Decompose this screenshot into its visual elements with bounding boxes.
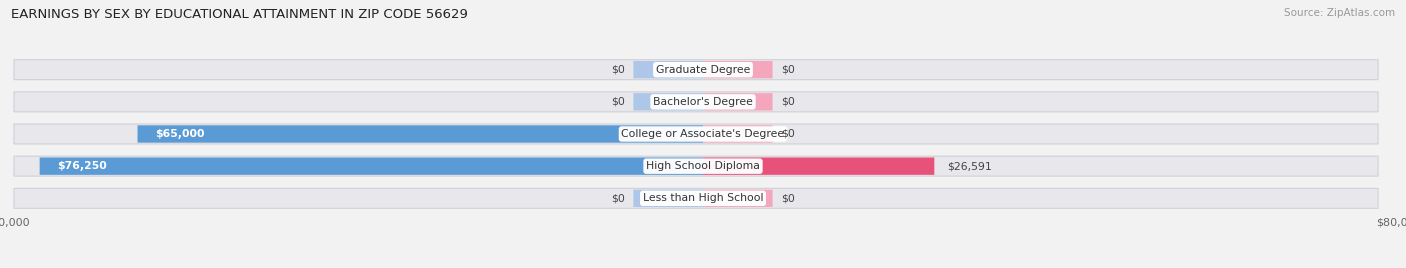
Text: $0: $0 bbox=[610, 97, 624, 107]
Text: $0: $0 bbox=[782, 193, 796, 203]
Text: Bachelor's Degree: Bachelor's Degree bbox=[652, 97, 754, 107]
Text: EARNINGS BY SEX BY EDUCATIONAL ATTAINMENT IN ZIP CODE 56629: EARNINGS BY SEX BY EDUCATIONAL ATTAINMEN… bbox=[11, 8, 468, 21]
FancyBboxPatch shape bbox=[14, 188, 1378, 208]
FancyBboxPatch shape bbox=[703, 93, 773, 110]
FancyBboxPatch shape bbox=[703, 158, 935, 175]
FancyBboxPatch shape bbox=[14, 60, 1378, 80]
Text: $0: $0 bbox=[782, 129, 796, 139]
FancyBboxPatch shape bbox=[39, 158, 703, 175]
Text: High School Diploma: High School Diploma bbox=[647, 161, 759, 171]
FancyBboxPatch shape bbox=[633, 190, 703, 207]
Text: $0: $0 bbox=[782, 65, 796, 75]
FancyBboxPatch shape bbox=[633, 93, 703, 110]
Text: $0: $0 bbox=[610, 193, 624, 203]
FancyBboxPatch shape bbox=[14, 124, 1378, 144]
Text: $0: $0 bbox=[610, 65, 624, 75]
FancyBboxPatch shape bbox=[703, 61, 773, 78]
Text: Graduate Degree: Graduate Degree bbox=[655, 65, 751, 75]
FancyBboxPatch shape bbox=[14, 156, 1378, 176]
Text: Less than High School: Less than High School bbox=[643, 193, 763, 203]
Text: $76,250: $76,250 bbox=[58, 161, 107, 171]
FancyBboxPatch shape bbox=[703, 190, 773, 207]
Text: College or Associate's Degree: College or Associate's Degree bbox=[621, 129, 785, 139]
FancyBboxPatch shape bbox=[633, 61, 703, 78]
FancyBboxPatch shape bbox=[138, 125, 703, 143]
Text: $65,000: $65,000 bbox=[155, 129, 204, 139]
FancyBboxPatch shape bbox=[703, 125, 773, 143]
FancyBboxPatch shape bbox=[14, 92, 1378, 112]
Text: Source: ZipAtlas.com: Source: ZipAtlas.com bbox=[1284, 8, 1395, 18]
Text: $0: $0 bbox=[782, 97, 796, 107]
Text: $26,591: $26,591 bbox=[948, 161, 993, 171]
